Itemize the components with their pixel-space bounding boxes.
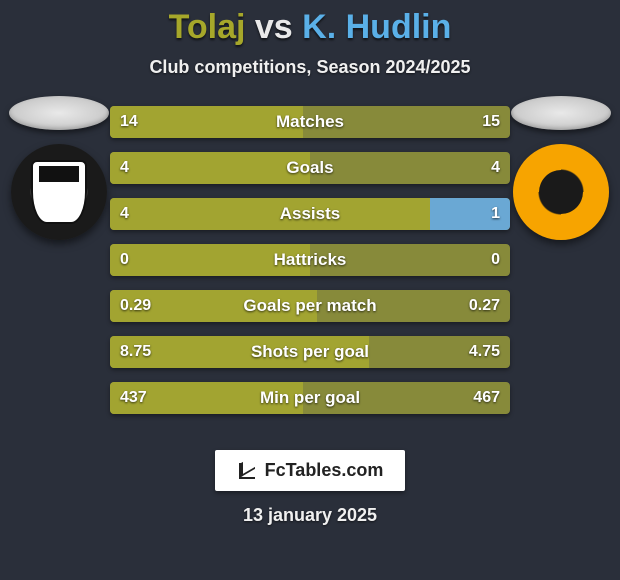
bar-fill-left (110, 244, 310, 276)
ring-icon (524, 155, 598, 229)
bar-fill-left (110, 336, 369, 368)
brand-text: FcTables.com (265, 460, 384, 481)
vs-text: vs (255, 8, 293, 46)
left-player-silhouette (9, 96, 109, 130)
stat-right-value: 4.75 (459, 336, 510, 368)
right-team-block (506, 96, 616, 240)
stat-bars: 1415Matches 44Goals 41Assists 00Hattricks 0.… (110, 106, 510, 414)
shield-icon (31, 160, 87, 224)
stat-row: 437467Min per goal (110, 382, 510, 414)
right-player-silhouette (511, 96, 611, 130)
stat-row: 44Goals (110, 152, 510, 184)
bar-fill-left (110, 152, 310, 184)
stat-row: 8.754.75Shots per goal (110, 336, 510, 368)
comparison-arena: 1415Matches 44Goals 41Assists 00Hattricks 0.… (0, 106, 620, 436)
bar-fill-left (110, 106, 303, 138)
right-team-crest (513, 144, 609, 240)
date-text: 13 january 2025 (243, 505, 377, 526)
left-team-block (4, 96, 114, 240)
player2-name: K. Hudlin (302, 8, 451, 46)
subtitle: Club competitions, Season 2024/2025 (0, 57, 620, 78)
stat-right-value: 467 (463, 382, 510, 414)
stat-right-value: 15 (472, 106, 510, 138)
footer: FcTables.com 13 january 2025 (0, 450, 620, 526)
stat-right-value: 4 (481, 152, 510, 184)
brand-badge: FcTables.com (215, 450, 406, 491)
left-team-crest (11, 144, 107, 240)
chart-icon (237, 461, 257, 481)
bar-fill-left (110, 290, 317, 322)
bar-fill-left (110, 382, 303, 414)
stat-row: 41Assists (110, 198, 510, 230)
player1-name: Tolaj (169, 8, 246, 46)
bar-fill-left (110, 198, 430, 230)
stat-row: 00Hattricks (110, 244, 510, 276)
stat-row: 1415Matches (110, 106, 510, 138)
stat-right-value: 0.27 (459, 290, 510, 322)
stat-row: 0.290.27Goals per match (110, 290, 510, 322)
page-title: Tolaj vs K. Hudlin (0, 8, 620, 47)
stat-right-value: 0 (481, 244, 510, 276)
bar-fill-right (430, 198, 510, 230)
